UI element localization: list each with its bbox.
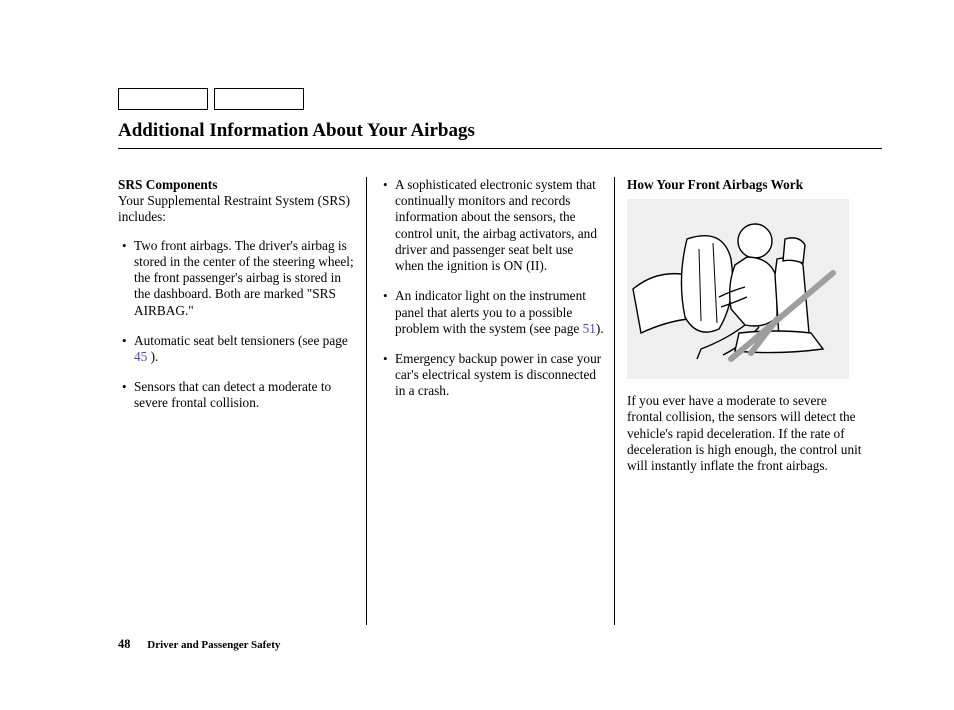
list-item: Automatic seat belt tensioners (see page… [124,333,356,365]
bullet-text: A sophisticated electronic system that c… [395,177,597,273]
bullet-text: Sensors that can detect a moderate to se… [134,379,331,410]
page-ref-link[interactable]: 51 [583,321,596,336]
bullet-text: Two front airbags. The driver's airbag i… [134,238,354,318]
bullet-text: Emergency backup power in case your car'… [395,351,601,398]
col1-subhead: SRS Components [118,177,217,192]
document-page: Additional Information About Your Airbag… [0,0,954,710]
header-boxes [118,88,882,110]
header-box-2 [214,88,304,110]
list-item: An indicator light on the instrument pan… [385,288,604,337]
col1-intro: Your Supplemental Restraint System (SRS)… [118,193,350,224]
col1-intro-block: SRS Components Your Supplemental Restrai… [118,177,356,226]
col3-subhead: How Your Front Airbags Work [627,177,862,193]
bullet-text-after: ). [596,321,604,336]
airbag-figure [627,199,849,379]
footer-section: Driver and Passenger Safety [147,639,280,651]
bullet-text-after: ). [147,349,158,364]
page-number: 48 [118,637,131,651]
page-footer: 48 Driver and Passenger Safety [118,637,280,652]
column-1: SRS Components Your Supplemental Restrai… [118,177,366,625]
bullet-text-before: An indicator light on the instrument pan… [395,288,586,335]
list-item: A sophisticated electronic system that c… [385,177,604,274]
column-2: A sophisticated electronic system that c… [366,177,614,625]
title-rule [118,148,882,149]
page-title: Additional Information About Your Airbag… [118,120,882,142]
col2-bullets: A sophisticated electronic system that c… [379,177,604,400]
col3-body: If you ever have a moderate to severe fr… [627,393,862,474]
list-item: Emergency backup power in case your car'… [385,351,604,400]
col1-bullets: Two front airbags. The driver's airbag i… [118,238,356,412]
column-3: How Your Front Airbags Work [614,177,862,625]
bullet-text-before: Automatic seat belt tensioners (see page [134,333,348,348]
content-columns: SRS Components Your Supplemental Restrai… [118,177,882,625]
airbag-illustration [627,199,849,379]
list-item: Sensors that can detect a moderate to se… [124,379,356,411]
header-box-1 [118,88,208,110]
list-item: Two front airbags. The driver's airbag i… [124,238,356,319]
page-ref-link[interactable]: 45 [134,349,147,364]
